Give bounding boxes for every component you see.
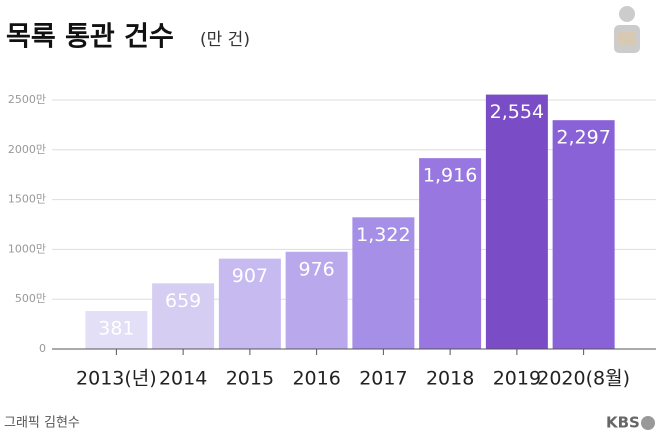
person-icon [614,6,640,53]
value-label: 1,322 [356,224,410,246]
x-tick-label: 2018 [426,368,474,390]
y-tick-label: 0 [39,342,46,355]
chart-title: 목록 통관 건수 [6,22,174,53]
bar [352,217,415,349]
x-tick-label: 2019 [493,368,541,390]
bar [485,94,548,349]
value-label: 659 [165,290,201,312]
x-tick-label: 2014 [159,368,207,390]
y-tick-label: 1500만 [8,193,46,206]
x-tick-label: 2015 [226,368,274,390]
x-tick-label: 2020(8월) [537,368,630,390]
value-label: 2,554 [490,101,544,123]
y-tick-label: 2000만 [8,143,46,156]
value-label: 1,916 [423,165,477,187]
x-tick-label: 2016 [292,368,340,390]
bar [152,283,215,349]
bar [85,311,148,349]
value-label: 2,297 [556,127,610,149]
value-label: 976 [298,258,334,280]
credit: 그래픽 김현수 [4,416,80,431]
y-tick-label: 2500만 [8,93,46,106]
bar [218,258,281,349]
y-tick-label: 1000만 [8,242,46,255]
x-tick-label: 2013(년) [76,368,157,390]
bar [552,120,615,349]
logo: KBS [606,414,640,432]
y-tick-label: 500만 [15,292,46,305]
value-label: 381 [98,318,134,340]
bar [419,158,482,349]
logo-mark [641,416,655,430]
bar [285,251,348,349]
x-tick-label: 2017 [359,368,407,390]
chart-subtitle: (만 건) [200,30,250,50]
value-label: 907 [232,265,268,287]
